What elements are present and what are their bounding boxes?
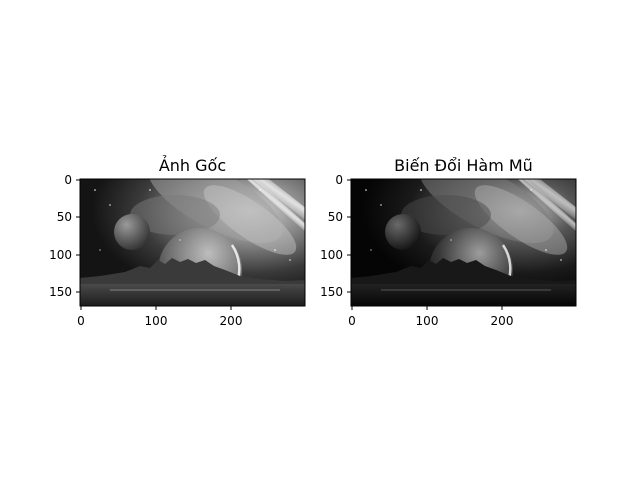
- y-tick-label: 0: [64, 173, 72, 187]
- x-tick-label: 100: [145, 314, 168, 328]
- y-axis: 0 50 100 150: [320, 173, 351, 299]
- panel-title: Ảnh Gốc: [159, 155, 226, 175]
- panel-exponential: Biến Đổi Hàm Mũ 0: [320, 156, 577, 328]
- y-tick-label: 50: [328, 210, 343, 224]
- y-tick-label: 150: [49, 285, 72, 299]
- x-tick-label: 0: [348, 314, 356, 328]
- x-axis: 0 100 200: [348, 306, 513, 328]
- x-axis: 0 100 200: [77, 306, 242, 328]
- y-axis: 0 50 100 150: [49, 173, 80, 299]
- y-tick-label: 100: [320, 248, 343, 262]
- x-tick-label: 0: [77, 314, 85, 328]
- axes-frame: [79, 178, 306, 307]
- y-tick-label: 150: [320, 285, 343, 299]
- x-tick-label: 200: [491, 314, 514, 328]
- panel-original: Ảnh Gốc: [49, 155, 306, 328]
- axes-frame: [350, 178, 577, 307]
- space-landscape-image: [80, 179, 305, 306]
- x-tick-label: 200: [220, 314, 243, 328]
- y-tick-label: 100: [49, 248, 72, 262]
- x-tick-label: 100: [416, 314, 439, 328]
- y-tick-label: 50: [57, 210, 72, 224]
- y-tick-label: 0: [335, 173, 343, 187]
- panel-title: Biến Đổi Hàm Mũ: [394, 156, 533, 175]
